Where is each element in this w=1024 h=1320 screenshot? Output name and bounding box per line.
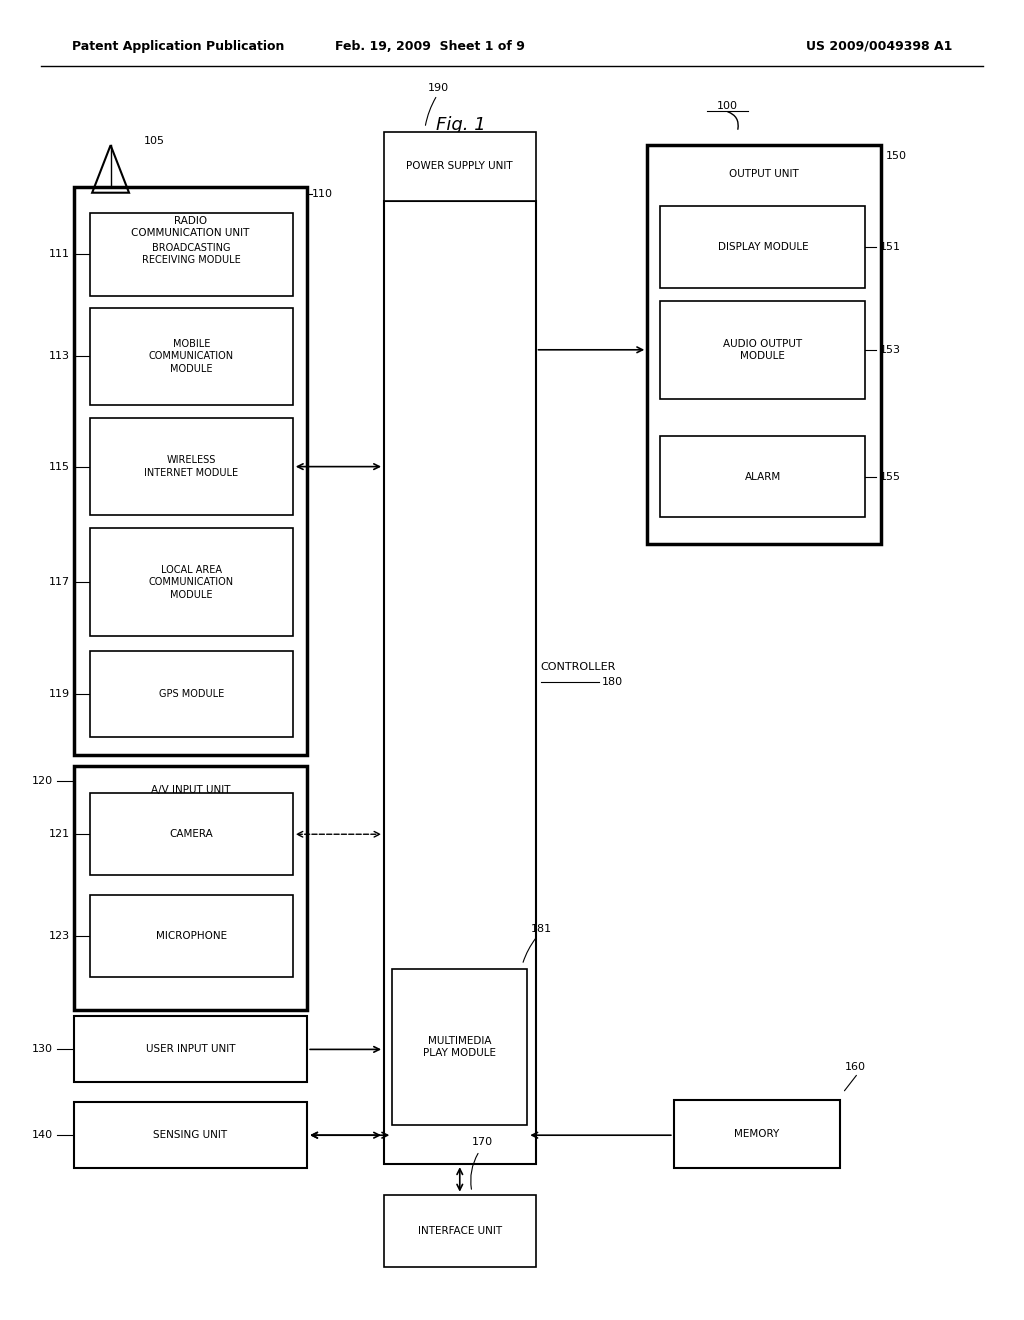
Text: DISPLAY MODULE: DISPLAY MODULE [718,242,808,252]
FancyBboxPatch shape [90,895,293,977]
Text: 105: 105 [143,136,165,147]
Text: Patent Application Publication: Patent Application Publication [72,40,284,53]
Text: 153: 153 [880,345,901,355]
Text: MICROPHONE: MICROPHONE [156,931,227,941]
Text: 170: 170 [472,1137,494,1147]
FancyBboxPatch shape [90,308,293,405]
Text: MULTIMEDIA
PLAY MODULE: MULTIMEDIA PLAY MODULE [423,1036,497,1057]
FancyBboxPatch shape [90,793,293,875]
Text: Feb. 19, 2009  Sheet 1 of 9: Feb. 19, 2009 Sheet 1 of 9 [335,40,525,53]
FancyBboxPatch shape [90,651,293,737]
Text: A/V INPUT UNIT: A/V INPUT UNIT [151,785,230,796]
Text: GPS MODULE: GPS MODULE [159,689,224,698]
FancyBboxPatch shape [660,206,865,288]
FancyBboxPatch shape [647,145,881,544]
Text: WIRELESS
INTERNET MODULE: WIRELESS INTERNET MODULE [144,455,239,478]
Text: Fig. 1: Fig. 1 [436,116,485,135]
FancyBboxPatch shape [74,187,307,755]
Text: 123: 123 [48,931,70,941]
FancyBboxPatch shape [392,969,527,1125]
Text: ALARM: ALARM [744,471,781,482]
Text: 113: 113 [48,351,70,362]
Text: RADIO
COMMUNICATION UNIT: RADIO COMMUNICATION UNIT [131,216,250,238]
FancyBboxPatch shape [74,1102,307,1168]
Text: 130: 130 [32,1044,53,1055]
Text: 119: 119 [48,689,70,698]
Text: 190: 190 [428,83,449,94]
Text: 111: 111 [48,249,70,259]
FancyBboxPatch shape [90,418,293,515]
Text: CONTROLLER: CONTROLLER [541,661,616,672]
Text: 140: 140 [32,1130,53,1140]
Text: 100: 100 [717,100,737,111]
Text: AUDIO OUTPUT
MODULE: AUDIO OUTPUT MODULE [723,339,803,360]
FancyBboxPatch shape [384,132,536,201]
Text: 115: 115 [48,462,70,471]
Text: 155: 155 [880,471,901,482]
Text: USER INPUT UNIT: USER INPUT UNIT [145,1044,236,1055]
Text: 121: 121 [48,829,70,840]
Text: SENSING UNIT: SENSING UNIT [154,1130,227,1140]
FancyBboxPatch shape [90,528,293,636]
FancyBboxPatch shape [660,436,865,517]
Text: LOCAL AREA
COMMUNICATION
MODULE: LOCAL AREA COMMUNICATION MODULE [148,565,234,599]
FancyBboxPatch shape [74,766,307,1010]
Text: 110: 110 [312,189,334,199]
FancyBboxPatch shape [674,1100,840,1168]
FancyBboxPatch shape [384,201,536,1164]
FancyBboxPatch shape [74,1016,307,1082]
Text: OUTPUT UNIT: OUTPUT UNIT [729,169,799,180]
Text: 181: 181 [530,924,552,935]
Text: 180: 180 [602,677,624,688]
Text: US 2009/0049398 A1: US 2009/0049398 A1 [806,40,952,53]
FancyBboxPatch shape [660,301,865,399]
Text: 151: 151 [880,242,901,252]
FancyBboxPatch shape [384,1195,536,1267]
Text: INTERFACE UNIT: INTERFACE UNIT [418,1226,502,1236]
Text: 117: 117 [48,577,70,587]
Text: POWER SUPPLY UNIT: POWER SUPPLY UNIT [407,161,513,172]
Text: MOBILE
COMMUNICATION
MODULE: MOBILE COMMUNICATION MODULE [148,339,234,374]
Text: 150: 150 [886,150,907,161]
Text: 160: 160 [845,1061,866,1072]
Text: BROADCASTING
RECEIVING MODULE: BROADCASTING RECEIVING MODULE [142,243,241,265]
Text: MEMORY: MEMORY [734,1129,779,1139]
FancyBboxPatch shape [90,213,293,296]
Text: 120: 120 [32,776,53,787]
Text: CAMERA: CAMERA [170,829,213,840]
